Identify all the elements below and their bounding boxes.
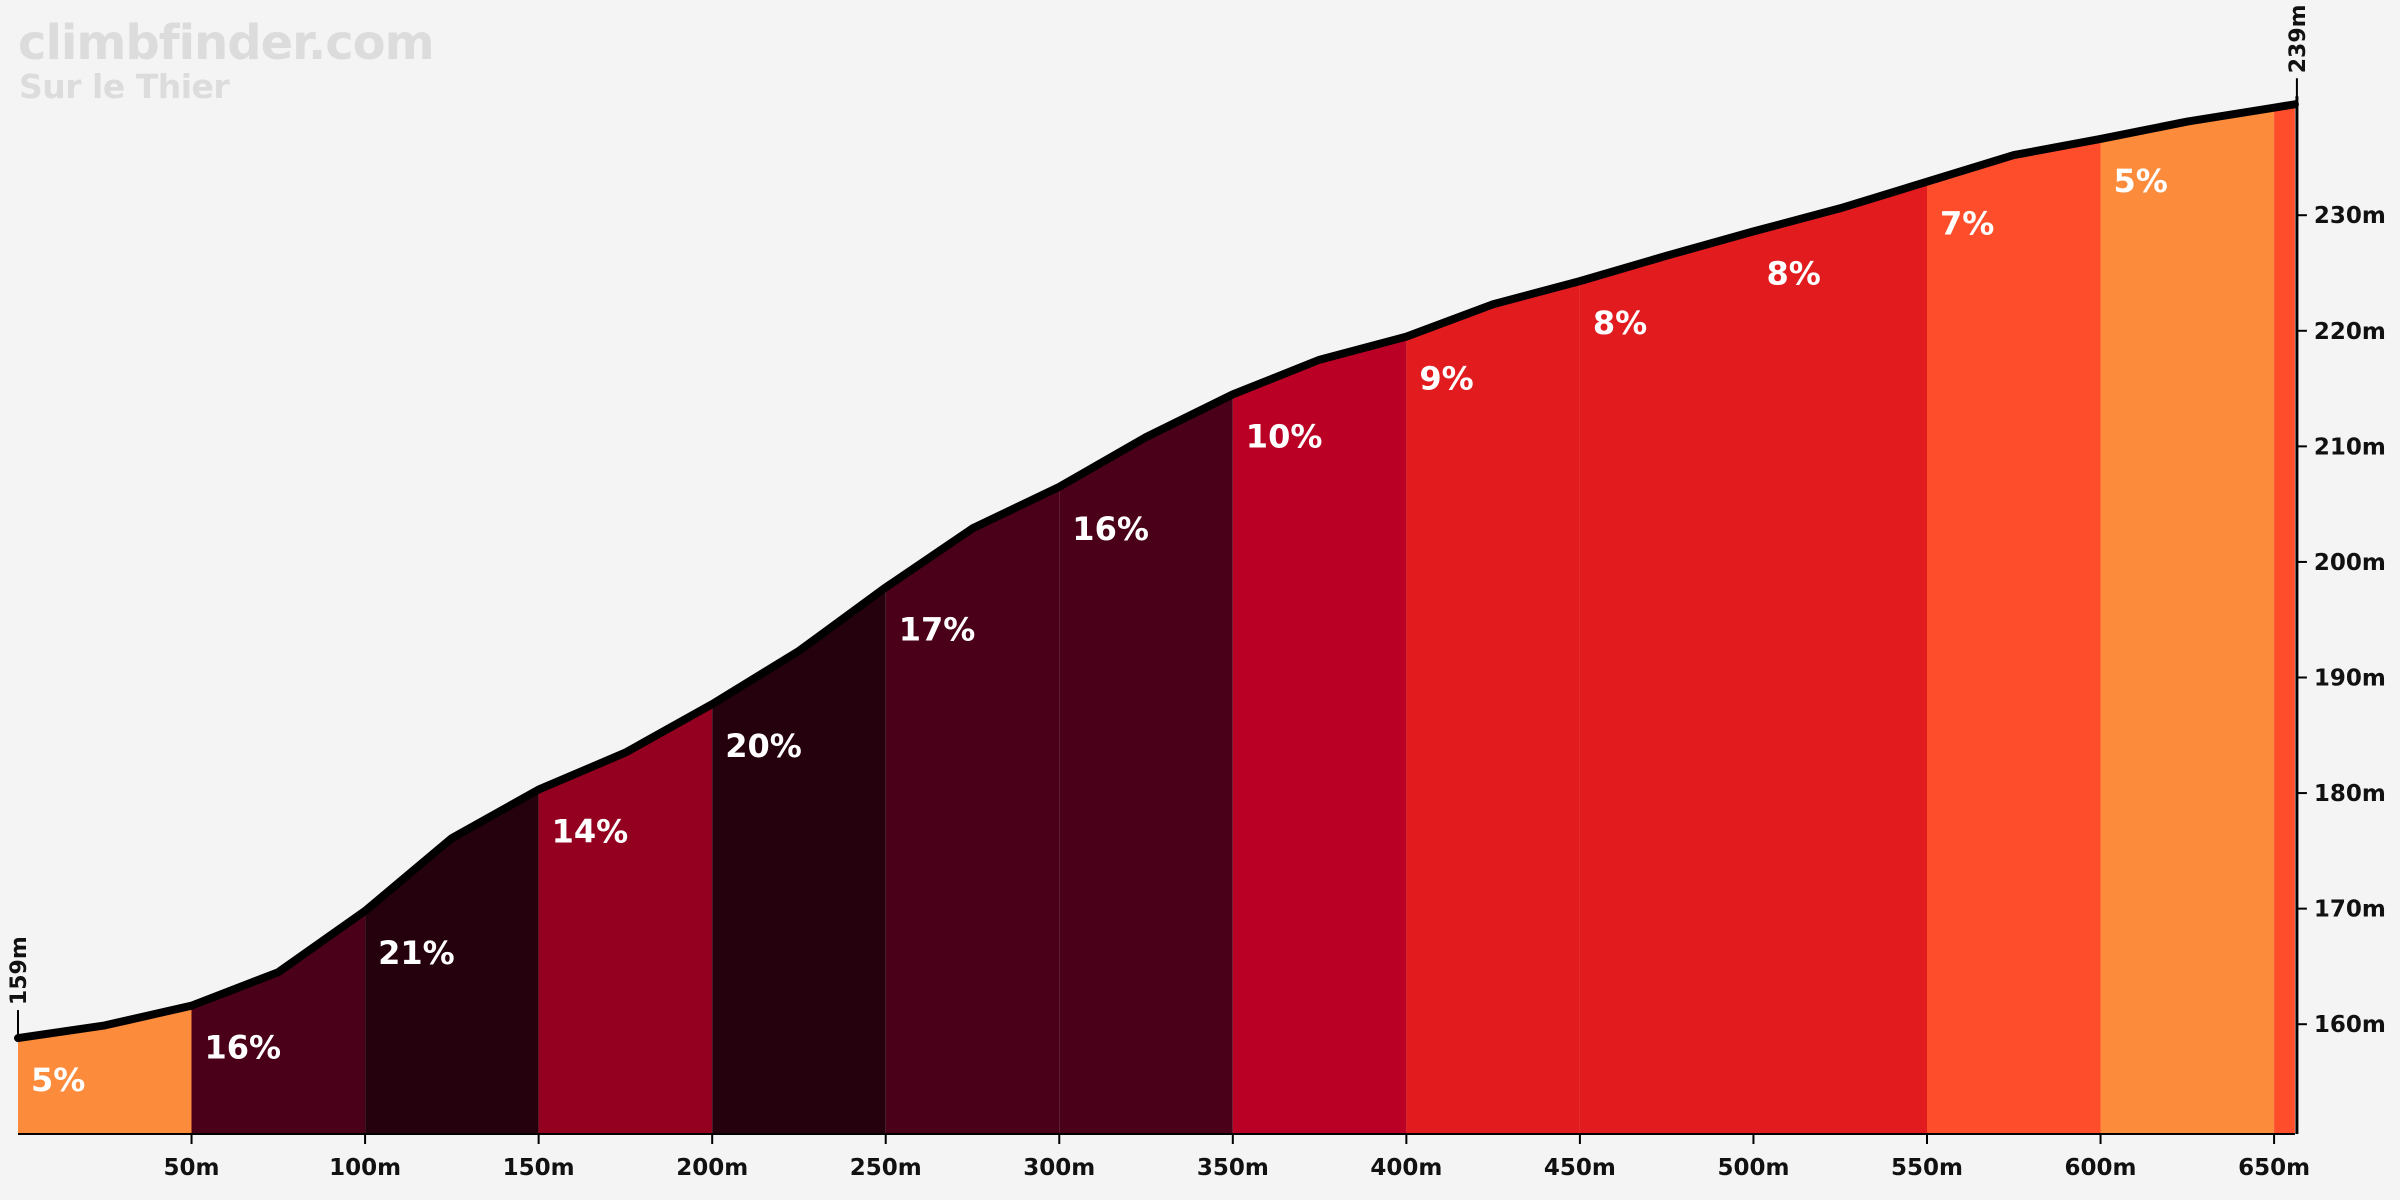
gradient-label: 8%	[1593, 304, 1647, 342]
elevation-line	[14, 100, 2299, 1043]
axes: 50m 100m 150m 200m 250m 300m 350m 400m 450m 500m 5…	[7, 4, 2386, 1181]
x-tick-label: 200m	[676, 1155, 748, 1181]
x-tick-label: 300m	[1023, 1155, 1095, 1181]
climb-name: Sur le Thier	[19, 67, 230, 106]
x-tick-label: 350m	[1197, 1155, 1269, 1181]
y-tick-label: 190m	[2314, 665, 2386, 691]
gradient-segment-1	[18, 1005, 192, 1134]
gradient-segment-9	[1406, 281, 1580, 1135]
gradient-segment-5	[712, 587, 886, 1134]
gradient-segment-14	[2274, 104, 2295, 1134]
x-tick-label: 450m	[1544, 1155, 1616, 1181]
gradient-label: 5%	[2114, 162, 2168, 200]
gradient-label: 20%	[725, 727, 802, 765]
site-watermark: climbfinder.com	[18, 15, 434, 71]
end-elevation-label: 239m	[2286, 4, 2311, 73]
gradient-label: 7%	[1940, 205, 1994, 243]
y-tick-label: 230m	[2314, 203, 2386, 229]
y-tick-label: 180m	[2314, 781, 2386, 807]
gradient-segment-4	[538, 704, 713, 1134]
gradient-labels: 5% 16% 21% 14% 20% 17% 16% 10% 9% 8% 8% 7% 5%	[31, 162, 2168, 1099]
x-tick-label: 50m	[164, 1155, 220, 1181]
gradient-label: 17%	[899, 610, 976, 648]
gradient-label: 16%	[1072, 510, 1149, 548]
x-tick-label: 650m	[2238, 1155, 2310, 1181]
gradient-label: 16%	[205, 1029, 282, 1067]
y-tick-label: 160m	[2314, 1012, 2386, 1038]
gradient-label: 5%	[31, 1061, 85, 1099]
y-tick-label: 220m	[2314, 319, 2386, 345]
x-tick-label: 100m	[329, 1155, 401, 1181]
gradient-label: 21%	[378, 934, 455, 972]
gradient-label: 10%	[1246, 417, 1323, 455]
gradient-segment-12	[1927, 138, 2101, 1134]
y-tick-label: 210m	[2314, 434, 2386, 460]
y-tick-label: 170m	[2314, 897, 2386, 923]
gradient-segment-11	[1753, 181, 1927, 1134]
gradient-segment-10	[1579, 231, 1754, 1134]
y-tick-label: 200m	[2314, 550, 2386, 576]
x-tick-label: 600m	[2065, 1155, 2137, 1181]
x-tick-label: 250m	[850, 1155, 922, 1181]
x-tick-label: 150m	[503, 1155, 575, 1181]
gradient-label: 9%	[1419, 360, 1473, 398]
gradient-segment-6	[885, 486, 1060, 1134]
gradient-segment-8	[1232, 336, 1407, 1135]
gradient-segment-7	[1059, 394, 1233, 1134]
start-elevation-label: 159m	[7, 936, 32, 1005]
gradient-segments	[18, 104, 2295, 1135]
x-tick-label: 400m	[1370, 1155, 1442, 1181]
gradient-label: 8%	[1767, 254, 1821, 292]
gradient-segment-13	[2100, 107, 2275, 1135]
x-tick-label: 550m	[1891, 1155, 1963, 1181]
gradient-segment-2	[191, 910, 366, 1134]
x-tick-label: 500m	[1717, 1155, 1789, 1181]
gradient-label: 14%	[552, 813, 629, 851]
